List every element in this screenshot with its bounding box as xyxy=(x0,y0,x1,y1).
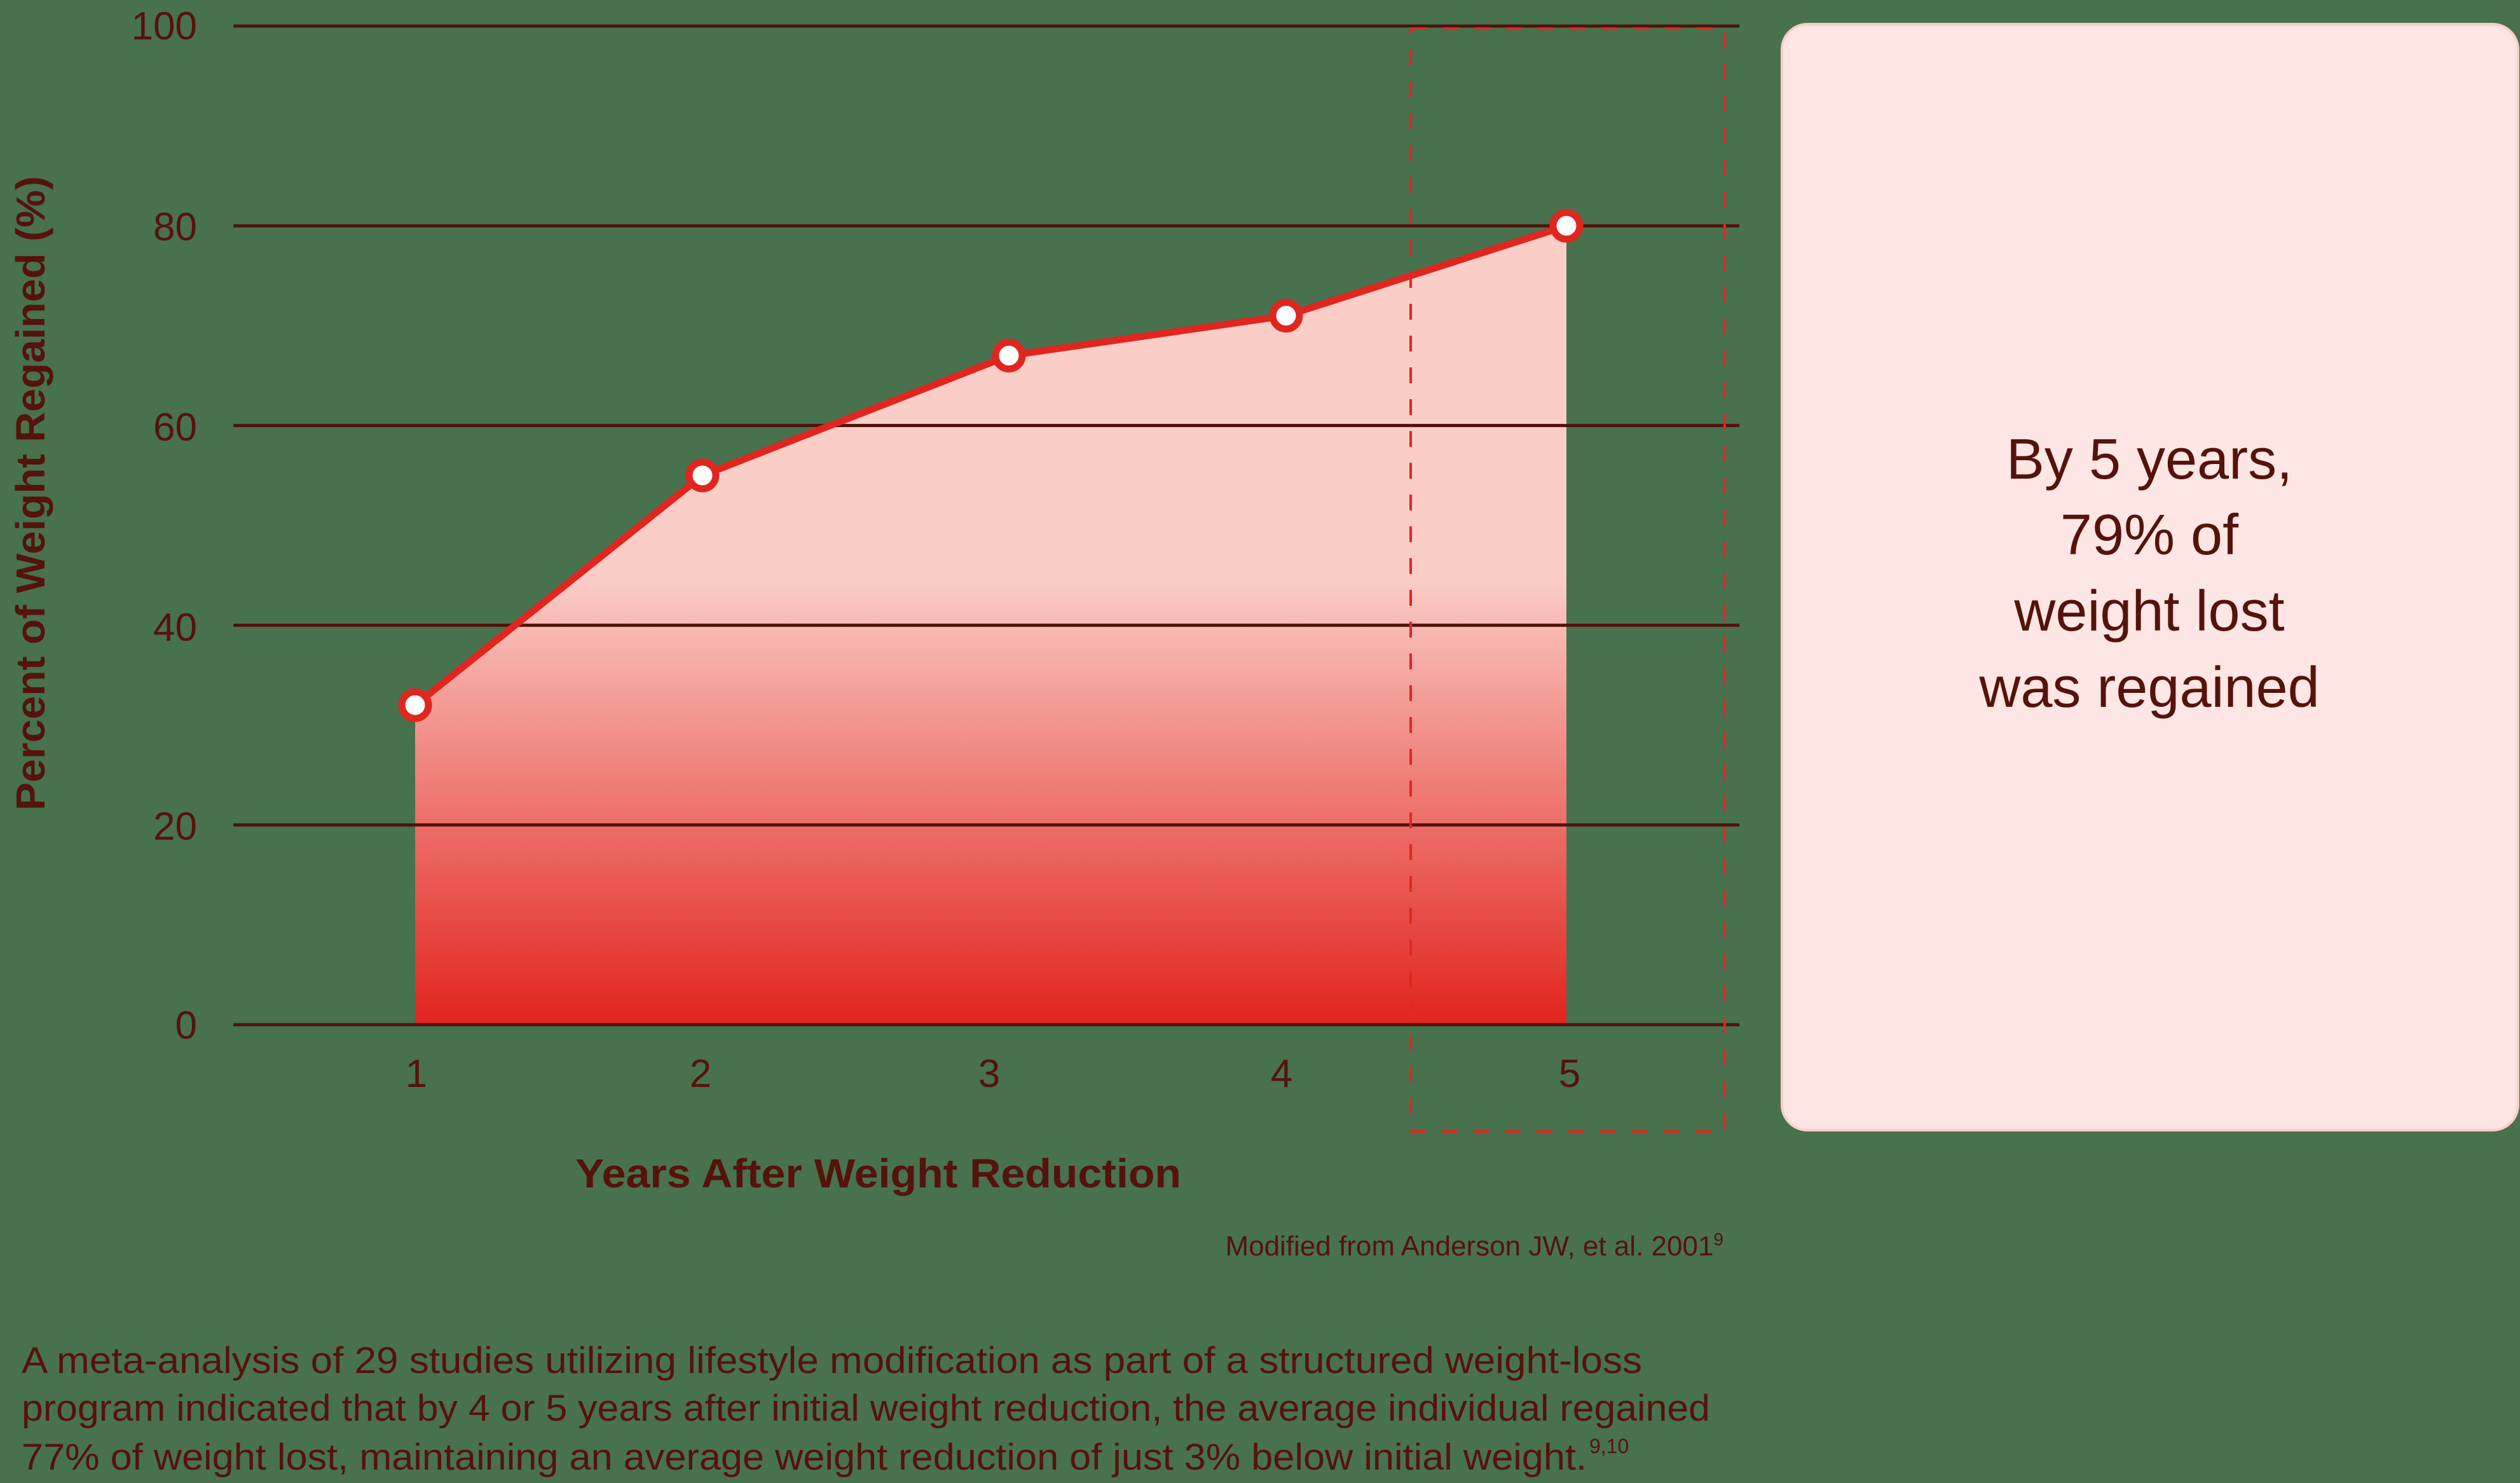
x-tick-label: 2 xyxy=(690,1052,711,1096)
description-line: 77% of weight lost, maintaining an avera… xyxy=(22,1435,1629,1478)
description-line: A meta-analysis of 29 studies utilizing … xyxy=(22,1340,1642,1381)
data-point-marker xyxy=(992,338,1026,372)
citation-text: Modified from Anderson JW, et al. 2001 xyxy=(1225,1231,1713,1262)
y-axis-title: Percent of Weight Regained (%) xyxy=(8,176,53,810)
callout-card: By 5 years, 79% of weight lost was regai… xyxy=(1781,23,2519,1131)
x-tick-label: 1 xyxy=(406,1052,427,1096)
y-tick-label: 20 xyxy=(153,805,197,849)
callout-line: By 5 years, xyxy=(2006,428,2292,491)
data-point-marker xyxy=(685,458,720,493)
gridlines xyxy=(233,24,1739,1027)
x-tick-label: 4 xyxy=(1271,1052,1292,1096)
y-tick-label: 100 xyxy=(132,4,197,48)
x-axis-ticks: 1 2 3 4 5 xyxy=(406,1052,1580,1096)
y-tick-label: 0 xyxy=(175,1004,197,1048)
callout-line: was regained xyxy=(1978,656,2319,720)
description-superscript: 9,10 xyxy=(1589,1435,1629,1458)
callout-line: 79% of xyxy=(2060,503,2239,567)
callout-line: weight lost xyxy=(2013,580,2284,643)
y-tick-label: 40 xyxy=(153,606,197,650)
y-tick-label: 60 xyxy=(153,406,197,449)
y-axis-ticks: 0 20 40 60 80 100 xyxy=(132,4,197,1048)
source-citation: Modified from Anderson JW, et al. 20019 xyxy=(1225,1229,1723,1262)
data-markers xyxy=(398,208,1584,722)
description-paragraph: A meta-analysis of 29 studies utilizing … xyxy=(22,1340,1710,1478)
highlight-box-year-5 xyxy=(1409,27,1726,1133)
x-tick-label: 5 xyxy=(1559,1052,1580,1096)
x-tick-label: 3 xyxy=(978,1052,1000,1096)
callout-card-background xyxy=(1781,23,2519,1131)
data-point-marker xyxy=(1549,208,1584,243)
data-point-marker xyxy=(398,688,432,722)
y-tick-label: 80 xyxy=(153,205,197,249)
data-point-marker xyxy=(1269,299,1303,333)
x-axis-title: Years After Weight Reduction xyxy=(575,1151,1181,1196)
citation-superscript: 9 xyxy=(1713,1229,1723,1249)
description-line-text: 77% of weight lost, maintaining an avera… xyxy=(22,1437,1587,1478)
description-line: program indicated that by 4 or 5 years a… xyxy=(22,1388,1710,1429)
